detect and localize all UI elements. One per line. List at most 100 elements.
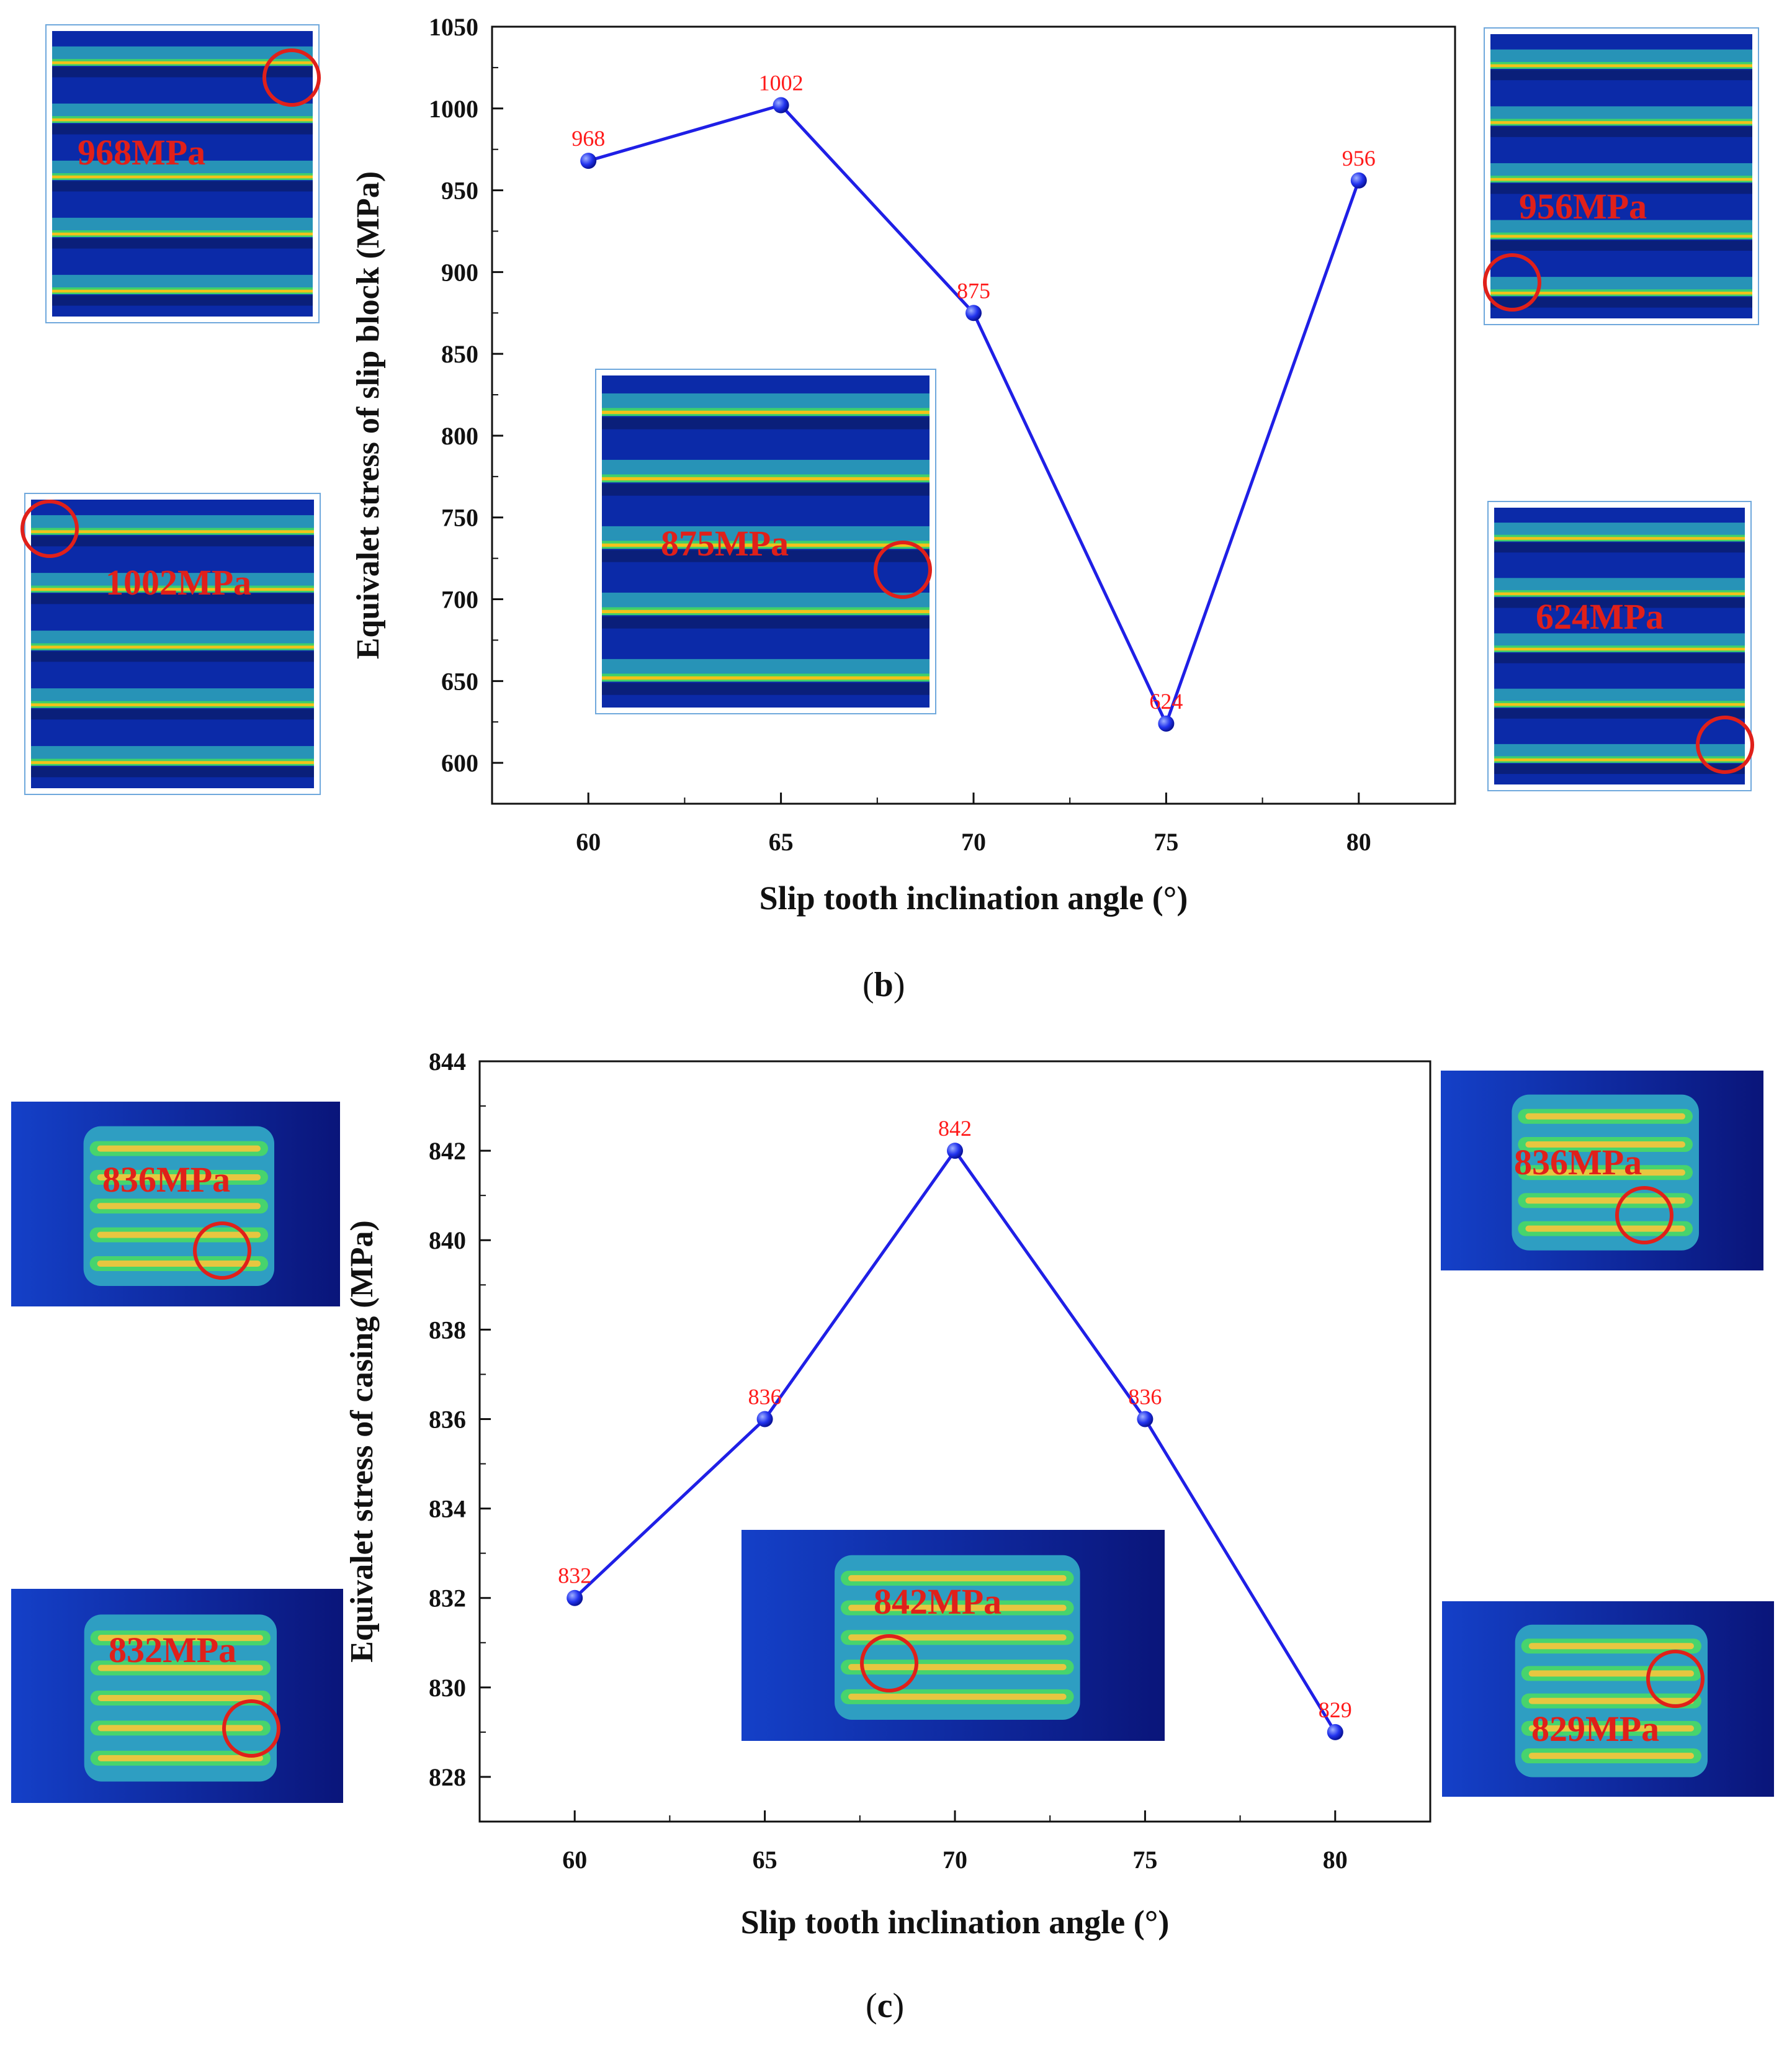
tooth-band <box>52 232 313 236</box>
inset-75deg: 624MPa <box>1487 501 1754 791</box>
max-stress-marker <box>1646 1650 1705 1708</box>
caption-b: (b) <box>862 966 905 1004</box>
tooth-band <box>52 181 313 192</box>
tooth-band <box>602 477 930 481</box>
data-point <box>1350 172 1367 189</box>
max-stress-marker <box>20 500 79 558</box>
data-point <box>756 1411 773 1427</box>
tooth-band <box>31 530 314 533</box>
contact-band <box>1525 1141 1685 1148</box>
x-tick-label: 65 <box>753 1846 777 1874</box>
max-stress-marker <box>193 1221 251 1280</box>
inset-70deg: 842MPa <box>741 1530 1165 1741</box>
tooth-band <box>1490 240 1752 251</box>
data-point <box>773 97 789 114</box>
contact-band <box>97 1145 261 1152</box>
tooth-band <box>1490 70 1752 81</box>
y-tick-label: 950 <box>441 177 478 205</box>
x-tick-label: 70 <box>943 1846 967 1874</box>
contact-band <box>1528 1697 1694 1704</box>
inset-80deg: 956MPa <box>1483 27 1759 325</box>
tooth-band <box>1494 703 1745 706</box>
inset-60deg: 836MPa <box>11 1102 340 1306</box>
y-tick-label: 1050 <box>429 13 478 41</box>
contact-band <box>848 1604 1067 1611</box>
contact-band <box>1525 1197 1685 1204</box>
max-stress-marker <box>1483 253 1541 312</box>
tooth-band <box>1494 537 1745 540</box>
chart-casing-stress: 828 830 832 834 836 838 840 842 844 60 65 70 75 80 Sli… <box>11 1048 1774 1941</box>
contact-band <box>97 1665 263 1671</box>
y-tick-label: 700 <box>441 586 478 614</box>
inset-stress-label: 1002MPa <box>105 562 251 603</box>
data-label: 875 <box>957 278 990 303</box>
inset-stress-label: 875MPa <box>661 523 789 564</box>
tooth-band <box>31 645 314 649</box>
tooth-band <box>1494 708 1745 719</box>
contact-band <box>1525 1169 1685 1176</box>
max-stress-marker <box>1696 716 1754 774</box>
data-label: 829 <box>1319 1697 1352 1722</box>
tooth-band <box>31 593 314 605</box>
tooth-band <box>602 483 930 496</box>
tooth-band <box>31 766 314 778</box>
data-point <box>580 153 597 169</box>
contact-band <box>1528 1725 1694 1732</box>
data-label: 832 <box>558 1563 591 1588</box>
max-stress-marker <box>262 48 321 107</box>
contact-band <box>848 1575 1067 1581</box>
max-stress-marker <box>222 1699 280 1758</box>
data-label: 624 <box>1149 689 1183 714</box>
tooth-band <box>1494 592 1745 595</box>
data-label: 968 <box>571 126 605 151</box>
tooth-band <box>1494 598 1745 608</box>
y-tick-label: 830 <box>429 1674 466 1702</box>
contact-band <box>1528 1670 1694 1677</box>
tooth-band <box>52 175 313 179</box>
y-tick-label: 842 <box>429 1137 466 1165</box>
data-label: 836 <box>748 1384 782 1409</box>
x-tick-label: 70 <box>961 828 986 856</box>
y-tick-label: 828 <box>429 1763 466 1791</box>
y-tick-label: 600 <box>441 749 478 777</box>
y-tick-label: 838 <box>429 1316 466 1344</box>
x-tick-label: 60 <box>562 1846 587 1874</box>
inset-stress-label: 956MPa <box>1519 186 1647 227</box>
tooth-band <box>31 703 314 706</box>
tooth-band <box>31 709 314 720</box>
inset-stress-label: 836MPa <box>1514 1142 1642 1182</box>
y-tick-label: 850 <box>441 340 478 368</box>
contact-band <box>1528 1753 1694 1760</box>
contact-band <box>97 1231 261 1238</box>
y-tick-label: 834 <box>429 1495 466 1523</box>
tooth-band <box>602 676 930 680</box>
tooth-band <box>1494 758 1745 762</box>
tooth-band <box>602 609 930 614</box>
inset-stress-label: 624MPa <box>1536 596 1664 637</box>
x-axis-label: Slip tooth inclination angle (°) <box>759 879 1188 917</box>
inset-stress-label: 842MPa <box>874 1581 1001 1622</box>
inset-70deg: 875MPa <box>595 369 936 714</box>
tooth-band <box>602 417 930 429</box>
inset-stress-label: 832MPa <box>109 1630 236 1670</box>
inset-65deg: 832MPa <box>11 1589 343 1803</box>
tooth-band <box>31 761 314 764</box>
data-point <box>947 1143 963 1159</box>
tooth-band <box>1490 235 1752 238</box>
tooth-band <box>1490 64 1752 68</box>
data-point <box>567 1589 583 1606</box>
tooth-band <box>1490 183 1752 194</box>
contact-band <box>97 1694 263 1701</box>
max-stress-marker <box>860 1634 918 1692</box>
tooth-band <box>31 651 314 662</box>
inset-60deg: 968MPa <box>45 24 321 323</box>
data-label: 842 <box>938 1116 972 1141</box>
tooth-band <box>1494 653 1745 663</box>
y-axis-label: Equivalet stress of casing (MPa) <box>344 1220 380 1663</box>
inset-65deg: 1002MPa <box>20 493 321 795</box>
tooth-band <box>52 295 313 306</box>
tooth-band <box>602 543 930 547</box>
contact-band <box>848 1664 1067 1671</box>
tooth-band <box>52 66 313 78</box>
panel-c: 828 830 832 834 836 838 840 842 844 60 65 70 75 80 Sli… <box>0 1030 1792 2045</box>
